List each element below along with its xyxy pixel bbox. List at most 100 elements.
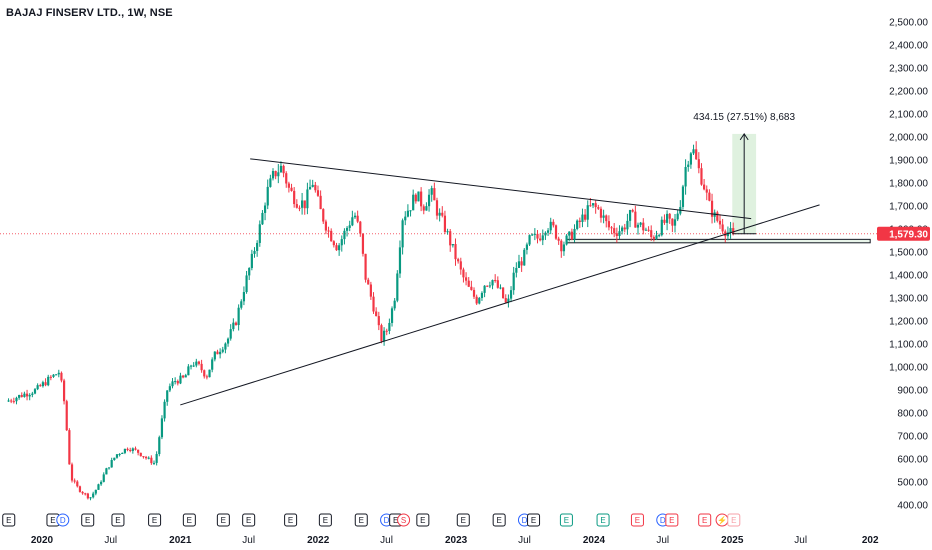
event-marker-split[interactable]: ⚡ bbox=[715, 513, 729, 527]
candle-body bbox=[454, 244, 457, 260]
event-marker-earnings[interactable]: E bbox=[242, 513, 256, 527]
candle-body bbox=[359, 221, 362, 234]
candle-body bbox=[628, 210, 632, 221]
event-marker-shape bbox=[81, 513, 95, 527]
candle-body bbox=[102, 474, 105, 482]
candle-body bbox=[266, 186, 269, 206]
event-marker-earnings[interactable]: E bbox=[416, 513, 430, 527]
event-marker-earnings[interactable]: E bbox=[456, 513, 470, 527]
event-marker-letter: E bbox=[6, 516, 11, 525]
event-marker-earnings[interactable]: E bbox=[81, 513, 95, 527]
candle-body bbox=[340, 239, 343, 246]
candle-body bbox=[274, 171, 277, 177]
candle-body bbox=[626, 220, 629, 230]
trendline-group[interactable] bbox=[180, 158, 820, 406]
candle-body bbox=[660, 219, 663, 236]
candle-body bbox=[126, 448, 129, 450]
candle-body bbox=[496, 280, 499, 288]
event-marker-earnings-green[interactable]: E bbox=[559, 513, 573, 527]
candle-body bbox=[92, 493, 95, 498]
event-marker-shape bbox=[416, 513, 430, 527]
y-tick-label: 2,500.00 bbox=[889, 18, 928, 29]
event-marker-earnings-red[interactable]: E bbox=[630, 513, 644, 527]
x-tick-label: Jul bbox=[518, 535, 531, 546]
candle-body bbox=[200, 363, 203, 371]
candle-body bbox=[509, 290, 513, 299]
candle-body bbox=[385, 330, 388, 332]
event-marker-shape bbox=[665, 513, 679, 527]
event-marker-letter: D bbox=[522, 516, 528, 525]
candle-body bbox=[76, 481, 79, 487]
y-tick-label: 1,300.00 bbox=[889, 294, 928, 305]
event-marker-earnings[interactable]: E bbox=[284, 513, 298, 527]
candle-body bbox=[279, 165, 283, 173]
event-marker-letter: E bbox=[50, 516, 55, 525]
candle-body bbox=[634, 211, 637, 228]
event-marker-letter: E bbox=[288, 516, 293, 525]
event-marker-earnings[interactable]: E bbox=[354, 513, 368, 527]
candle-body bbox=[314, 184, 317, 191]
candle-body bbox=[594, 203, 597, 208]
resistance-trendline[interactable] bbox=[250, 158, 752, 220]
event-marker-row[interactable]: E E D E E E E E E E E E D E S E E E D E E E E D E E ⚡ E bbox=[2, 513, 741, 527]
candle-body bbox=[377, 316, 380, 326]
y-axis: 2,500.00 2,400.00 2,300.00 2,200.00 2,100.00… bbox=[889, 18, 928, 512]
candle-body bbox=[68, 430, 71, 465]
candle-body bbox=[470, 286, 473, 290]
event-marker-split[interactable]: S bbox=[397, 513, 411, 527]
candle-body bbox=[271, 171, 275, 179]
candle-body bbox=[398, 247, 402, 274]
event-marker-dividend[interactable]: D bbox=[56, 513, 70, 527]
candle-body bbox=[726, 232, 730, 237]
candle-body bbox=[158, 437, 161, 455]
y-tick-label: 1,100.00 bbox=[889, 340, 928, 351]
candle-body bbox=[597, 207, 600, 209]
candle-body bbox=[86, 493, 89, 499]
candle-body bbox=[105, 468, 108, 475]
candle-body bbox=[28, 394, 31, 397]
candle-body bbox=[539, 238, 542, 241]
event-marker-shape bbox=[2, 513, 16, 527]
candle-body bbox=[507, 298, 510, 303]
event-marker-earnings[interactable]: E bbox=[318, 513, 332, 527]
candle-body bbox=[710, 200, 714, 217]
support-trendline[interactable] bbox=[180, 204, 820, 406]
candle-body bbox=[20, 395, 23, 397]
event-marker-earnings-future[interactable]: E bbox=[727, 513, 741, 527]
x-tick-label: 2021 bbox=[169, 535, 192, 546]
candle-body bbox=[515, 267, 518, 273]
candle-body bbox=[464, 277, 468, 281]
candle-body bbox=[681, 186, 685, 207]
event-marker-shape bbox=[216, 513, 230, 527]
candle-body bbox=[62, 380, 66, 402]
event-marker-shape bbox=[148, 513, 162, 527]
event-marker-earnings-green[interactable]: E bbox=[596, 513, 610, 527]
candle-body bbox=[520, 261, 523, 266]
candle-body bbox=[23, 393, 26, 397]
candle-body bbox=[242, 292, 246, 302]
event-marker-letter: D bbox=[660, 516, 666, 525]
y-tick-label: 2,300.00 bbox=[889, 64, 928, 75]
candle-body bbox=[430, 188, 433, 195]
x-tick-label: Jul bbox=[656, 535, 669, 546]
x-tick-label: 2024 bbox=[583, 535, 606, 546]
event-marker-shape bbox=[698, 513, 712, 527]
candle-body bbox=[301, 200, 304, 208]
event-marker-earnings[interactable]: E bbox=[111, 513, 125, 527]
event-marker-earnings[interactable]: E bbox=[2, 513, 16, 527]
candle-body bbox=[306, 189, 309, 209]
event-marker-earnings[interactable]: E bbox=[492, 513, 506, 527]
event-marker-earnings-red[interactable]: E bbox=[665, 513, 679, 527]
event-marker-earnings[interactable]: E bbox=[182, 513, 196, 527]
candle-body bbox=[181, 375, 185, 378]
candle-body bbox=[295, 204, 298, 208]
event-marker-letter: E bbox=[496, 516, 501, 525]
event-marker-earnings[interactable]: E bbox=[216, 513, 230, 527]
event-marker-earnings[interactable]: E bbox=[527, 513, 541, 527]
event-marker-earnings[interactable]: E bbox=[148, 513, 162, 527]
candle-body bbox=[155, 454, 158, 463]
event-marker-earnings-red[interactable]: E bbox=[698, 513, 712, 527]
event-marker-letter: E bbox=[359, 516, 364, 525]
candle-body bbox=[705, 189, 708, 193]
